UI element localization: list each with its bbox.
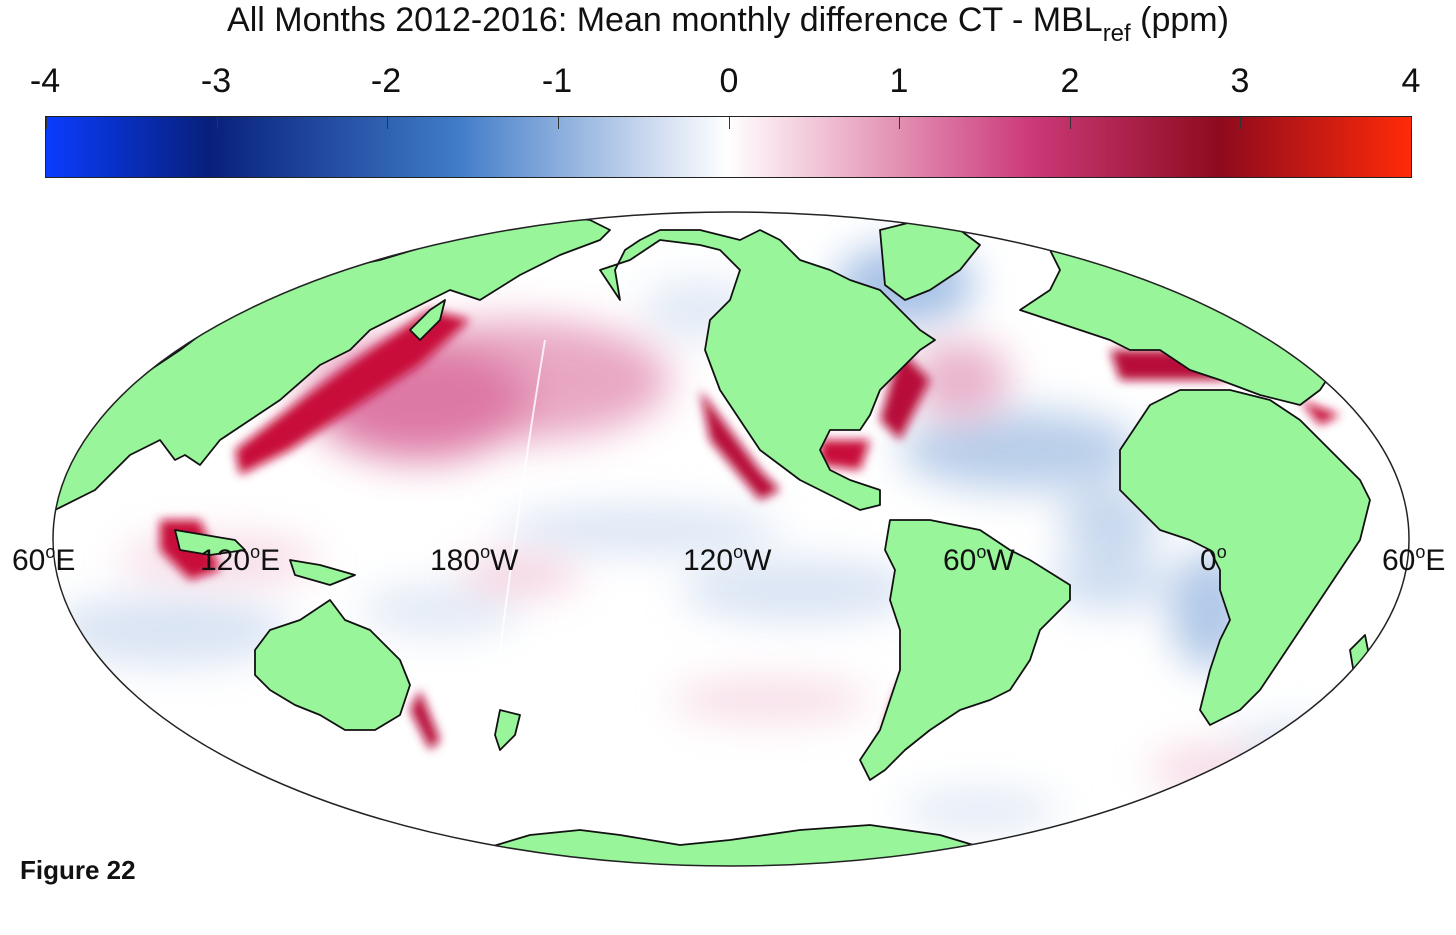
lon-label-180w: 180oW bbox=[430, 542, 519, 577]
colorbar-tick-label: 0 bbox=[719, 62, 739, 100]
lon-label-120w: 120oW bbox=[683, 542, 772, 577]
south-america-landmass bbox=[859, 519, 1071, 781]
colorbar-tick-label: 2 bbox=[1060, 62, 1080, 100]
indonesia-landmass bbox=[289, 559, 356, 586]
colorbar-tick-mark bbox=[728, 117, 730, 129]
colorbar-tick-label: -1 bbox=[541, 62, 573, 100]
lon-label-60e-left: 60oE bbox=[12, 542, 75, 577]
map-title: All Months 2012-2016: Mean monthly diffe… bbox=[0, 0, 1456, 54]
africa-europe-landmass bbox=[1119, 389, 1371, 726]
colorbar-tick-mark bbox=[387, 117, 389, 129]
colorbar-tick-mark bbox=[46, 117, 47, 129]
colorbar-tick-mark bbox=[216, 117, 218, 129]
title-main: All Months 2012-2016: Mean monthly diffe… bbox=[227, 1, 1103, 39]
lon-label-120e: 120oE bbox=[200, 542, 280, 577]
lon-label-60e-right: 60oE bbox=[1382, 542, 1445, 577]
australia-landmass bbox=[254, 599, 411, 731]
new-zealand-landmass bbox=[494, 709, 521, 751]
figure-label: Figure 22 bbox=[20, 855, 136, 885]
longitude-labels: 60oE 120oE 180oW 120oW 60oW 0o 60oE bbox=[12, 542, 1445, 577]
map-field bbox=[53, 212, 1409, 866]
colorbar-tick-labels: -4 -3 -2 -1 0 1 2 3 4 bbox=[0, 62, 1456, 102]
colorbar-tick-mark bbox=[557, 117, 559, 129]
map-boundary bbox=[52, 211, 1410, 867]
colorbar bbox=[45, 116, 1412, 178]
colorbar-tick-label: 1 bbox=[889, 62, 909, 100]
colorbar-tick-label: 3 bbox=[1230, 62, 1250, 100]
colorbar-tick-mark bbox=[1411, 117, 1412, 129]
colorbar-tick-label: -3 bbox=[200, 62, 232, 100]
title-subscript: ref bbox=[1102, 20, 1131, 47]
world-map: 60oE 120oE 180oW 120oW 60oW 0o 60oE bbox=[0, 190, 1456, 890]
indonesia-landmass bbox=[174, 529, 246, 556]
title-units: (ppm) bbox=[1130, 1, 1229, 39]
colorbar-tick-label: 4 bbox=[1401, 62, 1421, 100]
north-america-landmass bbox=[599, 229, 936, 511]
mollweide-map-svg: 60oE 120oE 180oW 120oW 60oW 0o 60oE bbox=[12, 211, 1445, 867]
colorbar-tick-mark bbox=[1069, 117, 1071, 129]
coastal-anomaly-field bbox=[160, 310, 1340, 770]
lon-label-0: 0o bbox=[1200, 542, 1227, 577]
dateline-meridian bbox=[494, 339, 546, 691]
colorbar-tick-label: -2 bbox=[370, 62, 402, 100]
lon-label-60w: 60oW bbox=[943, 542, 1015, 577]
japan-landmass bbox=[409, 299, 446, 341]
positive-anomaly-field bbox=[120, 290, 1270, 795]
antarctica-landmass bbox=[479, 824, 1001, 866]
colorbar-tick-mark bbox=[1240, 117, 1242, 129]
land-masses bbox=[54, 214, 1371, 866]
colorbar-tick-label: -4 bbox=[29, 62, 61, 100]
colorbar-tick-mark bbox=[899, 117, 901, 129]
